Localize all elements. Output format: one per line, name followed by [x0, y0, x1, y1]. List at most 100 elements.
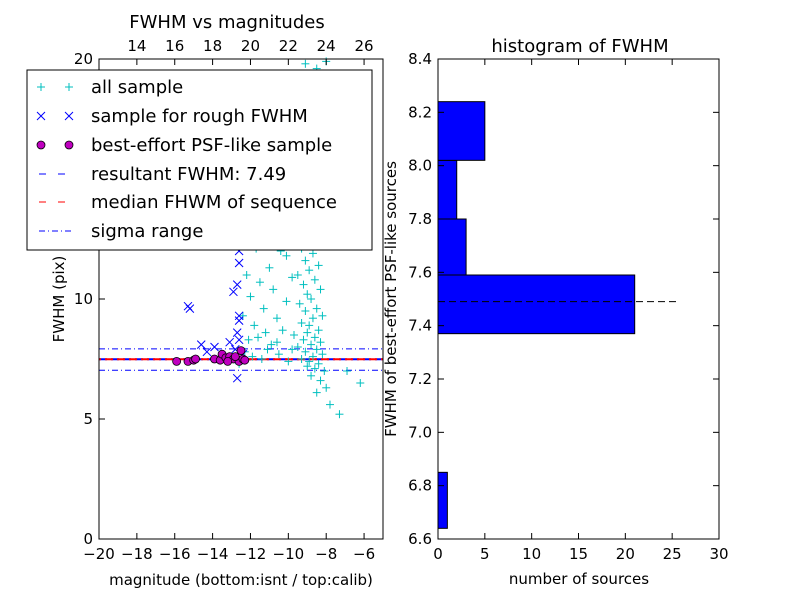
- scatter-x-tick-label: −12: [235, 545, 267, 563]
- all-sample-point: [259, 304, 268, 313]
- histogram-y-tick-label: 8.2: [408, 103, 432, 121]
- scatter-chart: FWHM vs magnitudes −20 −18 −16 −14 −12 −10 −8−…: [26, 12, 384, 589]
- scatter-x-tick-label: −18: [121, 545, 153, 563]
- scatter-top-tick-label: 24: [317, 37, 336, 55]
- all-sample-point: [288, 273, 297, 282]
- all-sample-point: [282, 251, 291, 260]
- rough-sample-point: [210, 342, 219, 352]
- all-sample-point: [263, 345, 272, 354]
- histogram-bar: [437, 471, 448, 529]
- all-sample-point: [308, 352, 317, 361]
- all-sample-point: [272, 338, 281, 347]
- legend-label-rough: sample for rough FWHM: [91, 106, 308, 127]
- histogram-x-label: number of sources: [509, 570, 649, 588]
- all-sample-point: [325, 400, 334, 409]
- histogram-y-tick-label: 6.8: [408, 477, 432, 495]
- scatter-x-tick-label: −16: [159, 545, 191, 563]
- all-sample-point: [301, 256, 310, 265]
- histogram-x-tick-label: 25: [663, 545, 682, 563]
- all-sample-point: [301, 307, 310, 315]
- all-sample-point: [335, 410, 344, 419]
- histogram-y-tick-label: 6.6: [408, 530, 432, 548]
- all-sample-point: [261, 328, 270, 337]
- rough-sample-point: [234, 316, 244, 325]
- all-sample-point: [303, 328, 312, 337]
- all-sample-point: [303, 362, 312, 371]
- all-sample-point: [274, 350, 283, 359]
- legend-label-best: best-effort PSF-like sample: [91, 135, 332, 156]
- all-sample-point: [307, 340, 316, 349]
- histogram-y-tick-label: 8.0: [408, 157, 432, 175]
- all-sample-point: [254, 333, 263, 342]
- scatter-top-tick-label: 14: [127, 37, 146, 55]
- scatter-x-tick-label: −6: [353, 545, 375, 563]
- scatter-top-tick-label: 18: [203, 37, 222, 55]
- all-sample-point: [312, 304, 321, 313]
- all-sample-point: [267, 340, 276, 349]
- scatter-x-tick-label: −20: [83, 545, 115, 563]
- histogram-y-tick-label: 7.4: [408, 317, 432, 335]
- legend-label-resultant: resultant FWHM: 7.49: [91, 164, 286, 185]
- scatter-y-tick-label: 5: [83, 410, 93, 428]
- all-sample-point: [303, 290, 312, 299]
- rough-sample-point: [185, 304, 195, 313]
- all-sample-point: [356, 379, 365, 387]
- legend-label-median: median FHWM of sequence: [91, 192, 337, 213]
- all-sample-point: [282, 297, 291, 306]
- histogram-y-label: FWHM of best-effort PSF-like sources: [382, 161, 400, 437]
- all-sample-point: [278, 326, 287, 335]
- scatter-title: FWHM vs magnitudes: [129, 12, 324, 33]
- all-sample-point: [242, 271, 251, 279]
- scatter-top-tick-label: 16: [165, 37, 184, 55]
- all-sample-point: [250, 321, 259, 330]
- legend-all-sample-marker: [65, 83, 73, 91]
- all-sample-point: [318, 350, 327, 359]
- all-sample-point: [312, 388, 321, 397]
- all-sample-point: [272, 314, 281, 323]
- all-sample-point: [316, 285, 325, 294]
- scatter-x-label: magnitude (bottom:isnt / top:calib): [109, 571, 373, 589]
- legend-rough-marker: [64, 111, 74, 121]
- histogram-plot-area: [437, 101, 677, 529]
- all-sample-point: [265, 263, 274, 272]
- all-sample-point: [314, 261, 323, 270]
- all-sample-point: [238, 311, 247, 320]
- scatter-y-tick-label: 0: [83, 530, 93, 548]
- best-sample-point: [172, 356, 182, 366]
- all-sample-point: [301, 59, 310, 68]
- all-sample-point: [310, 275, 319, 284]
- histogram-y-ticks: 6.6 6.8 7.0 7.2 7.4 7.6 7.8 8.0 8.2 8.4: [408, 50, 719, 548]
- scatter-top-tick-label: 20: [241, 37, 260, 55]
- histogram-y-tick-label: 7.8: [408, 210, 432, 228]
- best-sample-point: [230, 352, 240, 362]
- best-sample-point: [240, 355, 250, 365]
- histogram-x-tick-label: 30: [709, 545, 728, 563]
- scatter-legend: all sample sample for rough FWHM best-ef…: [26, 69, 373, 251]
- rough-sample-point: [234, 335, 244, 345]
- all-sample-point: [314, 359, 323, 368]
- scatter-x-ticks: −20 −18 −16 −14 −12 −10 −8 −6: [83, 533, 375, 563]
- histogram-chart: histogram of FWHM 0 5 10 15 20 25 30 6.6 6.8 7.0…: [382, 36, 729, 588]
- all-sample-point: [307, 295, 316, 303]
- all-sample-point: [299, 280, 308, 289]
- all-sample-point: [305, 266, 314, 275]
- all-sample-point: [305, 321, 314, 330]
- scatter-y-label: FWHM (pix): [50, 256, 68, 343]
- all-sample-point: [297, 355, 306, 363]
- rough-sample-point: [225, 337, 234, 347]
- legend-label-sigma: sigma range: [91, 221, 203, 242]
- all-sample-point: [308, 314, 317, 323]
- histogram-x-ticks: 0 5 10 15 20 25 30: [433, 59, 729, 563]
- legend-all-sample-marker: [37, 83, 45, 91]
- scatter-x-tick-label: −10: [273, 545, 305, 563]
- all-sample-point: [316, 376, 325, 385]
- all-sample-point: [288, 345, 297, 354]
- all-sample-point: [299, 335, 308, 344]
- all-sample-point: [293, 271, 302, 279]
- scatter-y-tick-label: 20: [74, 50, 93, 68]
- all-sample-point: [295, 299, 304, 308]
- legend-rough-marker: [36, 111, 46, 121]
- histogram-y-tick-label: 7.0: [408, 423, 432, 441]
- histogram-y-tick-label: 7.6: [408, 263, 432, 281]
- histogram-x-tick-label: 5: [480, 545, 490, 563]
